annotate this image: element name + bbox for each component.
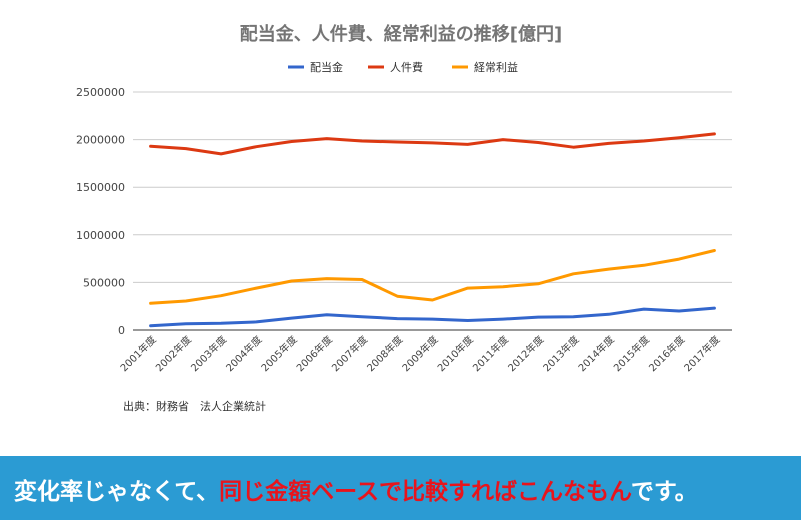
line-chart: 配当金、人件費、経常利益の推移[億円] 配当金 人件費 経常利益 0 500000 1000… — [76, 23, 732, 374]
banner-text-part3: です。 — [630, 479, 698, 505]
x-tick-label: 2001年度 — [117, 333, 158, 374]
banner-text-part1: 変化率じゃなくて、 — [14, 479, 220, 505]
legend-label: 人件費 — [390, 60, 423, 74]
x-tick-label: 2014年度 — [575, 333, 616, 374]
x-tick-label: 2016年度 — [646, 333, 687, 374]
legend-label: 経常利益 — [474, 60, 518, 74]
x-tick-label: 2012年度 — [505, 333, 546, 374]
x-tick-label: 2013年度 — [540, 333, 581, 374]
x-tick-label: 2011年度 — [470, 333, 511, 374]
banner-text-highlight: 同じ金額ベースで比較すればこんなもん — [219, 479, 631, 505]
x-tick-label: 2003年度 — [188, 333, 229, 374]
y-tick-label: 2500000 — [76, 86, 125, 99]
series-line-経常利益 — [149, 249, 716, 305]
x-tick-label: 2015年度 — [611, 333, 652, 374]
source-note: 出典：財務省 法人企業統計 — [123, 400, 266, 413]
y-tick-label: 0 — [118, 324, 125, 337]
caption-banner: 変化率じゃなくて、同じ金額ベースで比較すればこんなもんです。 — [0, 456, 801, 520]
x-tick-label: 2002年度 — [153, 333, 194, 374]
y-tick-label: 500000 — [83, 276, 125, 289]
chart-title: 配当金、人件費、経常利益の推移[億円] — [240, 23, 562, 45]
x-tick-label: 2007年度 — [329, 333, 370, 374]
chart: 配当金、人件費、経常利益の推移[億円] 配当金 人件費 経常利益 0 500000 1000… — [76, 23, 732, 374]
x-tick-label: 2004年度 — [223, 333, 264, 374]
x-tick-label: 2017年度 — [681, 333, 722, 374]
x-tick-label: 2008年度 — [364, 333, 405, 374]
series-line-人件費 — [149, 132, 716, 156]
y-tick-label: 2000000 — [76, 134, 125, 147]
x-tick-label: 2006年度 — [294, 333, 335, 374]
x-tick-label: 2005年度 — [258, 333, 299, 374]
y-tick-label: 1000000 — [76, 229, 125, 242]
y-tick-label: 1500000 — [76, 181, 125, 194]
banner-text: 変化率じゃなくて、同じ金額ベースで比較すればこんなもんです。 — [14, 472, 698, 506]
series-line-配当金 — [149, 306, 716, 328]
legend-label: 配当金 — [310, 60, 343, 74]
x-tick-label: 2009年度 — [399, 333, 440, 374]
x-tick-label: 2010年度 — [435, 333, 476, 374]
